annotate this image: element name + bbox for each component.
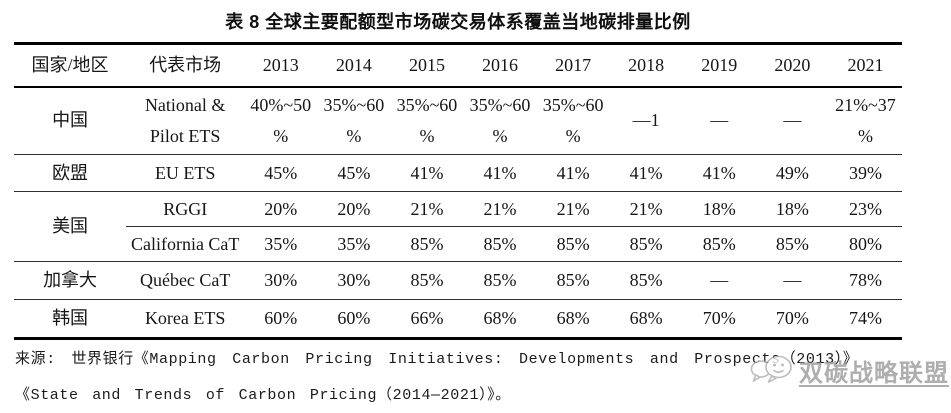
header-year-2017: 2017 [536, 43, 610, 88]
header-year-2015: 2015 [390, 43, 464, 88]
country-cell: 韩国 [52, 308, 89, 329]
value-cell: 35% [317, 226, 391, 262]
value-cell: 85% [755, 226, 829, 262]
market-cell: Québec CaT [126, 261, 245, 300]
header-representative-market: 代表市场 [126, 43, 245, 88]
country-cell: 中国 [14, 86, 127, 155]
value-cell: 49% [755, 154, 829, 192]
market-cell: EU ETS [126, 154, 245, 192]
header-year-2016: 2016 [463, 43, 537, 88]
value-cell: 21%~37 % [828, 86, 902, 155]
value-cell: 41% [609, 154, 683, 192]
value-cell: 45% [244, 154, 318, 192]
value-cell: 21% [390, 191, 464, 227]
value-cell: 45% [317, 154, 391, 192]
value-cell: 41% [682, 154, 756, 192]
market-cell: National & Pilot ETS [126, 86, 245, 155]
value-cell: 85% [463, 261, 537, 300]
country-cell: 欧盟 [14, 154, 127, 192]
country-cell: 美国 [14, 191, 127, 262]
header-year-2014: 2014 [317, 43, 391, 88]
value-cell: 41% [390, 154, 464, 192]
value-cell: 35% [244, 226, 318, 262]
carbon-coverage-table: 国家/地区 代表市场 2013 2014 2015 2016 2017 2018… [14, 42, 902, 340]
country-cell: 加拿大 [14, 261, 127, 300]
value-cell: 30% [317, 261, 391, 300]
value-cell: 35%~60 % [317, 86, 391, 155]
value-cell: 74% [848, 308, 882, 329]
value-cell: 60% [264, 308, 298, 329]
header-row: 国家/地区 代表市场 2013 2014 2015 2016 2017 2018… [14, 43, 902, 88]
value-cell: 85% [609, 261, 683, 300]
value-cell: 39% [828, 154, 902, 192]
header-year-2013: 2013 [244, 43, 318, 88]
value-cell: 70% [702, 308, 736, 329]
market-cell: California CaT [126, 226, 245, 262]
table-row-us-california: California CaT 35% 35% 85% 85% 85% 85% 8… [14, 226, 902, 262]
value-cell: 85% [609, 226, 683, 262]
value-cell: 20% [317, 191, 391, 227]
value-cell: 21% [536, 191, 610, 227]
value-cell: 85% [390, 226, 464, 262]
value-cell: 85% [536, 261, 610, 300]
value-cell: 80% [828, 226, 902, 262]
header-year-2019: 2019 [682, 43, 756, 88]
value-cell: 30% [244, 261, 318, 300]
market-cell: Korea ETS [144, 308, 226, 329]
source-line-1: 来源: 世界银行《Mapping Carbon Pricing Initiati… [15, 351, 859, 368]
table-row-us-rggi: 美国 RGGI 20% 20% 21% 21% 21% 21% 18% 18% … [14, 191, 902, 262]
header-year-2021: 2021 [828, 43, 902, 88]
value-cell: 85% [536, 226, 610, 262]
value-cell: 21% [463, 191, 537, 227]
header-year-2018: 2018 [609, 43, 683, 88]
value-cell: 60% [337, 308, 371, 329]
value-cell: 66% [410, 308, 444, 329]
value-cell: — [682, 261, 756, 300]
value-cell: 23% [828, 191, 902, 227]
value-cell: 78% [828, 261, 902, 300]
value-cell: — [755, 261, 829, 300]
value-cell: 70% [775, 308, 809, 329]
value-cell: 20% [244, 191, 318, 227]
table-row-eu: 欧盟 EU ETS 45% 45% 41% 41% 41% 41% 41% 49… [14, 154, 902, 192]
value-cell: — [755, 86, 829, 155]
value-cell: 18% [682, 191, 756, 227]
value-cell: 85% [390, 261, 464, 300]
value-cell: 18% [755, 191, 829, 227]
value-cell: 35%~60 % [390, 86, 464, 155]
value-cell: 68% [629, 308, 663, 329]
table-row-canada: 加拿大 Québec CaT 30% 30% 85% 85% 85% 85% —… [14, 261, 902, 300]
value-cell: 35%~60 % [536, 86, 610, 155]
table-row-korea: 韩国 Korea ETS 60% 60% 66% 68% 68% 68% 70%… [14, 300, 902, 339]
value-cell: 40%~50 % [244, 86, 318, 155]
header-country-region: 国家/地区 [14, 43, 127, 88]
value-cell: 41% [536, 154, 610, 192]
header-year-2020: 2020 [755, 43, 829, 88]
value-cell: 85% [682, 226, 756, 262]
value-cell: 68% [483, 308, 517, 329]
market-cell: RGGI [126, 191, 245, 227]
table-row-china: 中国 National & Pilot ETS 40%~50 % 35%~60 … [14, 86, 902, 155]
value-cell: —1 [609, 86, 683, 155]
source-note: 来源: 世界银行《Mapping Carbon Pricing Initiati… [15, 347, 940, 404]
value-cell: 41% [463, 154, 537, 192]
value-cell: 68% [556, 308, 590, 329]
source-line-2: 《State and Trends of Carbon Pricing（2014… [15, 387, 511, 404]
value-cell: — [682, 86, 756, 155]
value-cell: 35%~60 % [463, 86, 537, 155]
table-title: 表 8 全球主要配额型市场碳交易体系覆盖当地碳排量比例 [225, 12, 691, 32]
value-cell: 21% [609, 191, 683, 227]
value-cell: 85% [463, 226, 537, 262]
